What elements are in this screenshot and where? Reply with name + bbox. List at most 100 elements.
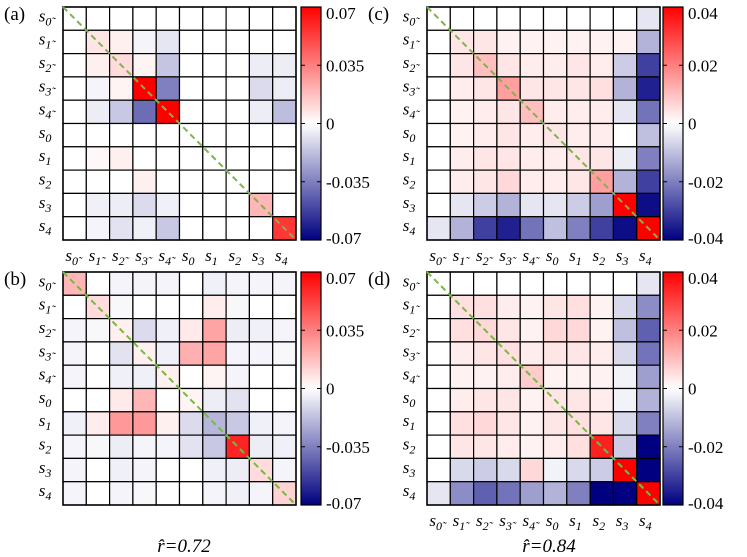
- heatmap-cell-r1-c5: [178, 29, 204, 55]
- heatmap-cell-r8-c1: [85, 457, 111, 483]
- heatmap-cell-r9-c5: [542, 216, 568, 241]
- row-label-2: s2̃: [403, 53, 421, 75]
- heatmap-cell-r7-c9: [272, 434, 297, 460]
- heatmap-cell-r8-c9: [636, 457, 661, 483]
- row-label-2: s2̃: [403, 318, 421, 340]
- heatmap-cell-r4-c8: [248, 364, 274, 390]
- heatmap-cell-r3-c0: [426, 341, 451, 366]
- col-label-0: s0̃: [429, 511, 447, 533]
- heatmap-cell-r9-c0: [62, 481, 87, 506]
- heatmap-cell-r9-c1: [449, 481, 475, 506]
- heatmap-cell-r1-c8: [612, 29, 638, 55]
- heatmap-cell-r5-c6: [566, 387, 591, 413]
- row-label-8: s3: [39, 193, 52, 215]
- heatmap-border: [62, 6, 297, 241]
- heatmap-cell-r0-c7: [225, 6, 251, 31]
- heatmap-cell-r1-c3: [496, 29, 521, 55]
- col-label-9: s4: [639, 246, 652, 268]
- heatmap-cell-r4-c5: [178, 364, 204, 390]
- heatmap-cell-r0-c3: [132, 271, 157, 296]
- heatmap-cell-r4-c0: [426, 99, 451, 125]
- heatmap-cell-r3-c7: [589, 76, 614, 101]
- heatmap-cell-r3-c5: [542, 76, 568, 101]
- row-label-9: s4: [403, 481, 416, 503]
- heatmap-cell-r1-c7: [225, 29, 251, 55]
- heatmap-cell-r3-c0: [62, 76, 87, 101]
- heatmap-cell-r1-c0: [62, 294, 87, 320]
- heatmap-cell-r2-c0: [426, 52, 451, 78]
- heatmap-cell-r3-c2: [108, 341, 134, 366]
- heatmap-cell-r3-c8: [612, 76, 638, 101]
- heatmap-cell-r8-c4: [519, 457, 545, 483]
- heatmap-cell-r0-c6: [202, 271, 227, 296]
- heatmap-cell-r3-c2: [108, 76, 134, 101]
- heatmap-cell-r5-c1: [449, 387, 475, 413]
- panel-label: (d): [368, 269, 390, 290]
- heatmap-cell-r5-c0: [62, 122, 87, 148]
- heatmap-cell-r5-c0: [426, 387, 451, 413]
- heatmap-cell-r5-c3: [496, 387, 521, 413]
- heatmap-cell-r6-c8: [248, 411, 274, 436]
- heatmap-cell-r8-c2: [473, 192, 498, 218]
- heatmap-cell-r3-c2: [473, 76, 498, 101]
- heatmap-cell-r8-c1: [85, 192, 111, 218]
- heatmap-cell-r4-c6: [202, 364, 227, 390]
- row-label-1: s1̃: [403, 295, 421, 317]
- col-label-5: s0: [546, 246, 559, 268]
- heatmap-cell-r3-c8: [248, 341, 274, 366]
- heatmap-cell-r8-c7: [589, 192, 614, 218]
- heatmap-cell-r0-c6: [566, 271, 591, 296]
- heatmap-cell-r0-c6: [202, 6, 227, 31]
- heatmap-cell-r0-c8: [612, 6, 638, 31]
- heatmap-cell-r9-c7: [589, 216, 614, 241]
- heatmap-cell-r9-c5: [178, 481, 204, 506]
- heatmap-cell-r7-c8: [612, 434, 638, 460]
- heatmap-cell-r9-c3: [132, 216, 157, 241]
- heatmap-cell-r4-c8: [612, 99, 638, 125]
- heatmap-cell-r1-c2: [473, 294, 498, 320]
- heatmap-cell-r9-c7: [589, 481, 614, 506]
- heatmap-cell-r9-c8: [248, 216, 274, 241]
- col-label-3: s3̃: [135, 246, 153, 268]
- heatmap-cell-r1-c6: [566, 29, 591, 55]
- heatmap-cell-r6-c2: [473, 411, 498, 436]
- row-label-5: s0: [39, 123, 52, 145]
- heatmap-cell-r2-c4: [155, 52, 181, 78]
- heatmap-cell-r5-c2: [473, 122, 498, 148]
- heatmap-cell-r0-c9: [272, 6, 297, 31]
- heatmap-cell-r0-c5: [542, 271, 568, 296]
- heatmap-cell-r1-c9: [272, 294, 297, 320]
- heatmap-cell-r4-c5: [542, 99, 568, 125]
- heatmap-cell-r8-c3: [132, 457, 157, 483]
- heatmap-cell-r8-c3: [496, 457, 521, 483]
- heatmap-cell-r0-c1: [449, 6, 475, 31]
- heatmap-cell-r2-c9: [272, 318, 297, 343]
- heatmap-cell-r4-c1: [449, 364, 475, 390]
- heatmap-cell-r0-c9: [636, 271, 661, 296]
- heatmap-cell-r7-c8: [248, 434, 274, 460]
- heatmap-cell-r6-c0: [426, 411, 451, 436]
- heatmap-cell-r1-c9: [636, 29, 661, 55]
- row-label-2: s2̃: [39, 53, 57, 75]
- heatmap-cell-r4-c6: [566, 364, 591, 390]
- heatmap-cell-r2-c9: [272, 52, 297, 78]
- panel-label: (c): [368, 4, 389, 25]
- colorbar-tick-label: -0.02: [688, 438, 723, 457]
- heatmap-cell-r1-c8: [612, 294, 638, 320]
- heatmap-cell-r9-c3: [132, 481, 157, 506]
- col-label-0: s0̃: [429, 246, 447, 268]
- heatmap-cell-r9-c0: [426, 216, 451, 241]
- heatmap-cell-r7-c4: [519, 434, 545, 460]
- heatmap-cell-r9-c1: [449, 216, 475, 241]
- heatmap-cell-r9-c2: [108, 216, 134, 241]
- heatmap-cell-r6-c0: [426, 146, 451, 171]
- heatmap-cell-r6-c3: [496, 411, 521, 436]
- row-label-7: s2: [39, 170, 52, 192]
- heatmap-cell-r8-c5: [542, 457, 568, 483]
- heatmap-cell-r4-c1: [85, 364, 111, 390]
- row-label-0: s0̃: [39, 271, 57, 293]
- colorbar-tick-label: -0.04: [688, 494, 724, 513]
- heatmap-cell-r8-c3: [132, 192, 157, 218]
- col-label-1: s1̃: [453, 246, 471, 268]
- heatmap-cell-r8-c0: [426, 457, 451, 483]
